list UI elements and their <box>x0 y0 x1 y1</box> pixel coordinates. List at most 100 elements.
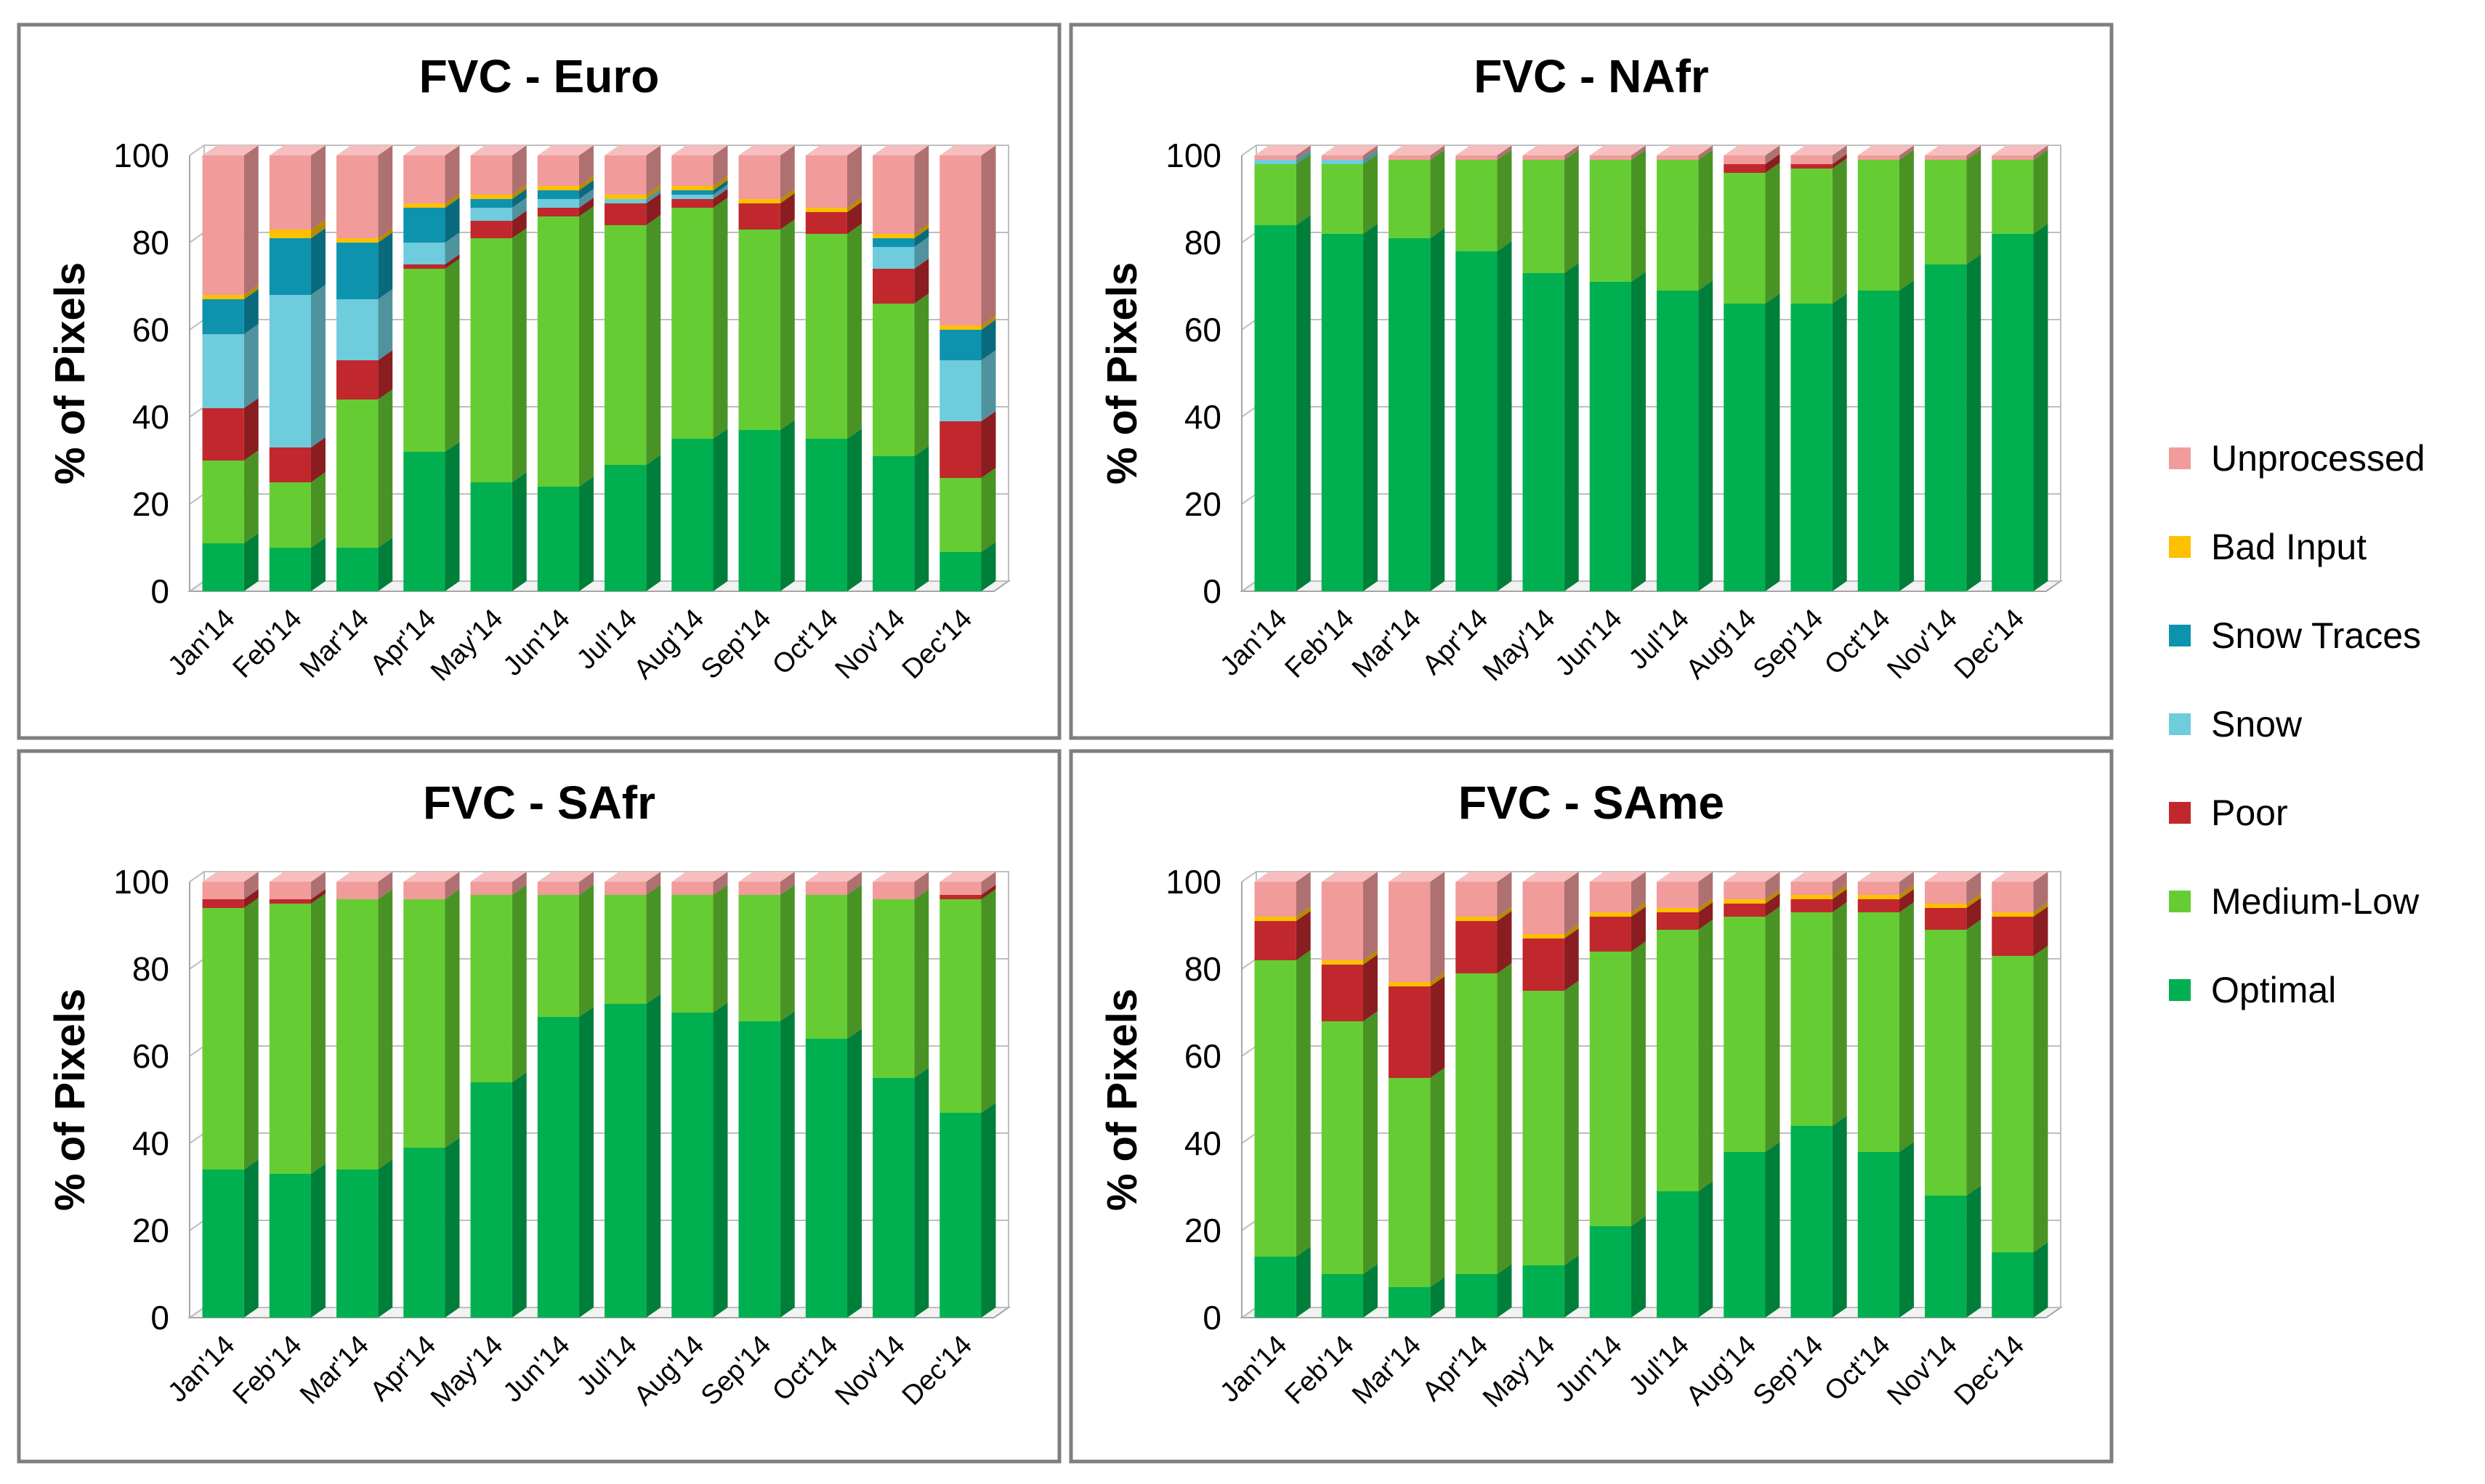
bar-segment-unprocessed <box>1455 872 1512 917</box>
bar-segment-poor <box>1790 889 1847 912</box>
bar-top <box>1724 872 1780 882</box>
bar-segment-unprocessed <box>1925 145 1981 160</box>
bar-segment-unprocessed <box>671 145 728 186</box>
bar-segment-bad-input <box>1925 893 1981 908</box>
bar-segment-bad-input <box>1455 907 1512 921</box>
bar-segment-medium-low <box>1522 150 1579 273</box>
y-tick-label: 40 <box>1184 398 1221 436</box>
bar-segment-medium-low <box>269 472 326 548</box>
bar-segment-optimal <box>269 1164 326 1318</box>
bar-segment-unprocessed <box>269 145 326 230</box>
legend-label: Optimal <box>2211 970 2337 1010</box>
bar-segment-poor <box>1857 889 1914 912</box>
bar-top <box>336 145 393 155</box>
bar-segment-poor <box>873 259 929 304</box>
bar-segment-medium-low <box>1992 946 2048 1252</box>
bar-segment-medium-low <box>1254 154 1311 225</box>
bar-segment-medium-low <box>805 885 862 1039</box>
bar-segment-unprocessed <box>940 145 996 325</box>
bar-top <box>269 872 326 882</box>
bar-segment-unprocessed <box>470 145 527 195</box>
bar-segment-optimal <box>1925 1185 1981 1318</box>
bar-segment-optimal <box>403 1138 460 1318</box>
y-tick-label: 80 <box>132 224 169 261</box>
bar-segment-optimal <box>1389 228 1445 591</box>
bar-segment-unprocessed <box>1857 872 1914 895</box>
legend: Unprocessed Bad Input Snow Traces Snow Poor M… <box>2169 436 2474 1056</box>
bar-segment-medium-low <box>671 885 728 1013</box>
bar-segment-unprocessed <box>738 872 795 895</box>
y-tick-label: 0 <box>150 1299 169 1337</box>
bar-segment-medium-low <box>1321 1011 1378 1274</box>
legend-item-snow-traces: Snow Traces <box>2169 613 2474 702</box>
bar-top <box>1321 145 1378 155</box>
bar-top <box>1925 145 1981 155</box>
bar-segment-medium-low <box>1589 150 1646 282</box>
bar-top <box>1589 145 1646 155</box>
bar-segment-medium-low <box>1254 950 1311 1257</box>
bar-segment-unprocessed <box>537 872 594 895</box>
bar-segment-snow <box>1254 150 1311 164</box>
y-tick-label: 20 <box>132 485 169 523</box>
bar-segment-snow <box>940 350 996 421</box>
legend-swatch <box>2169 891 2191 912</box>
bar-segment-unprocessed <box>1321 145 1378 160</box>
bar-segment-unprocessed <box>805 145 862 208</box>
chart-title: FVC - Euro <box>419 50 660 102</box>
bar-segment-medium-low <box>1657 150 1713 291</box>
bar-segment-optimal <box>403 442 460 591</box>
bar-segment-unprocessed <box>1992 145 2048 160</box>
bar-segment-bad-input <box>202 285 259 299</box>
bar-segment-optimal <box>336 1159 393 1318</box>
bar-segment-optimal <box>202 1159 259 1318</box>
bar-segment-unprocessed <box>1790 872 1847 895</box>
bar-top <box>537 145 594 155</box>
bar-segment-snow-traces <box>403 198 460 243</box>
bar-top <box>336 872 393 882</box>
legend-swatch <box>2169 447 2191 469</box>
bar-segment-optimal <box>1857 1142 1914 1318</box>
bar-segment-poor <box>805 202 862 234</box>
bar-segment-optimal <box>738 420 795 591</box>
bar-segment-optimal <box>940 542 996 591</box>
bar-segment-medium-low <box>605 885 661 1004</box>
legend-label: Medium-Low <box>2211 881 2420 922</box>
bar-top <box>873 872 929 882</box>
bar-top <box>940 872 996 882</box>
gridline <box>189 871 1009 883</box>
bar-top <box>1657 872 1713 882</box>
bar-top <box>1992 872 2048 882</box>
bar-top <box>1857 145 1914 155</box>
bar-segment-optimal <box>738 1011 795 1318</box>
gridline <box>1241 145 2061 156</box>
bar-segment-poor <box>1992 907 2048 956</box>
bar-segment-poor <box>269 889 326 904</box>
bar-segment-optimal <box>1389 1277 1445 1318</box>
bar-segment-unprocessed <box>1455 145 1512 160</box>
bar-segment-optimal <box>1321 224 1378 591</box>
bar-segment-poor <box>940 885 996 899</box>
bar-segment-bad-input <box>1724 889 1780 904</box>
legend-swatch <box>2169 802 2191 824</box>
legend-item-bad-input: Bad Input <box>2169 524 2474 613</box>
bar-top <box>940 145 996 155</box>
bar-top <box>738 145 795 155</box>
y-tick-label: 60 <box>1184 1037 1221 1075</box>
y-tick-label: 20 <box>1184 485 1221 523</box>
y-tick-label: 100 <box>1165 137 1221 174</box>
bar-segment-unprocessed <box>403 872 460 899</box>
legend-item-medium-low: Medium-Low <box>2169 879 2474 968</box>
bar-top <box>1724 145 1780 155</box>
bar-segment-optimal <box>1522 263 1579 591</box>
y-axis-label: % of Pixels <box>1099 989 1146 1211</box>
bar-segment-poor <box>1522 928 1579 991</box>
legend-item-snow: Snow <box>2169 702 2474 790</box>
bar-segment-bad-input <box>1522 924 1579 938</box>
bar-segment-unprocessed <box>1992 872 2048 912</box>
bar-segment-medium-low <box>1455 150 1512 251</box>
bar-top <box>470 145 527 155</box>
bar-segment-optimal <box>1589 1216 1646 1318</box>
bar-segment-poor <box>940 411 996 478</box>
bar-top <box>1455 872 1512 882</box>
